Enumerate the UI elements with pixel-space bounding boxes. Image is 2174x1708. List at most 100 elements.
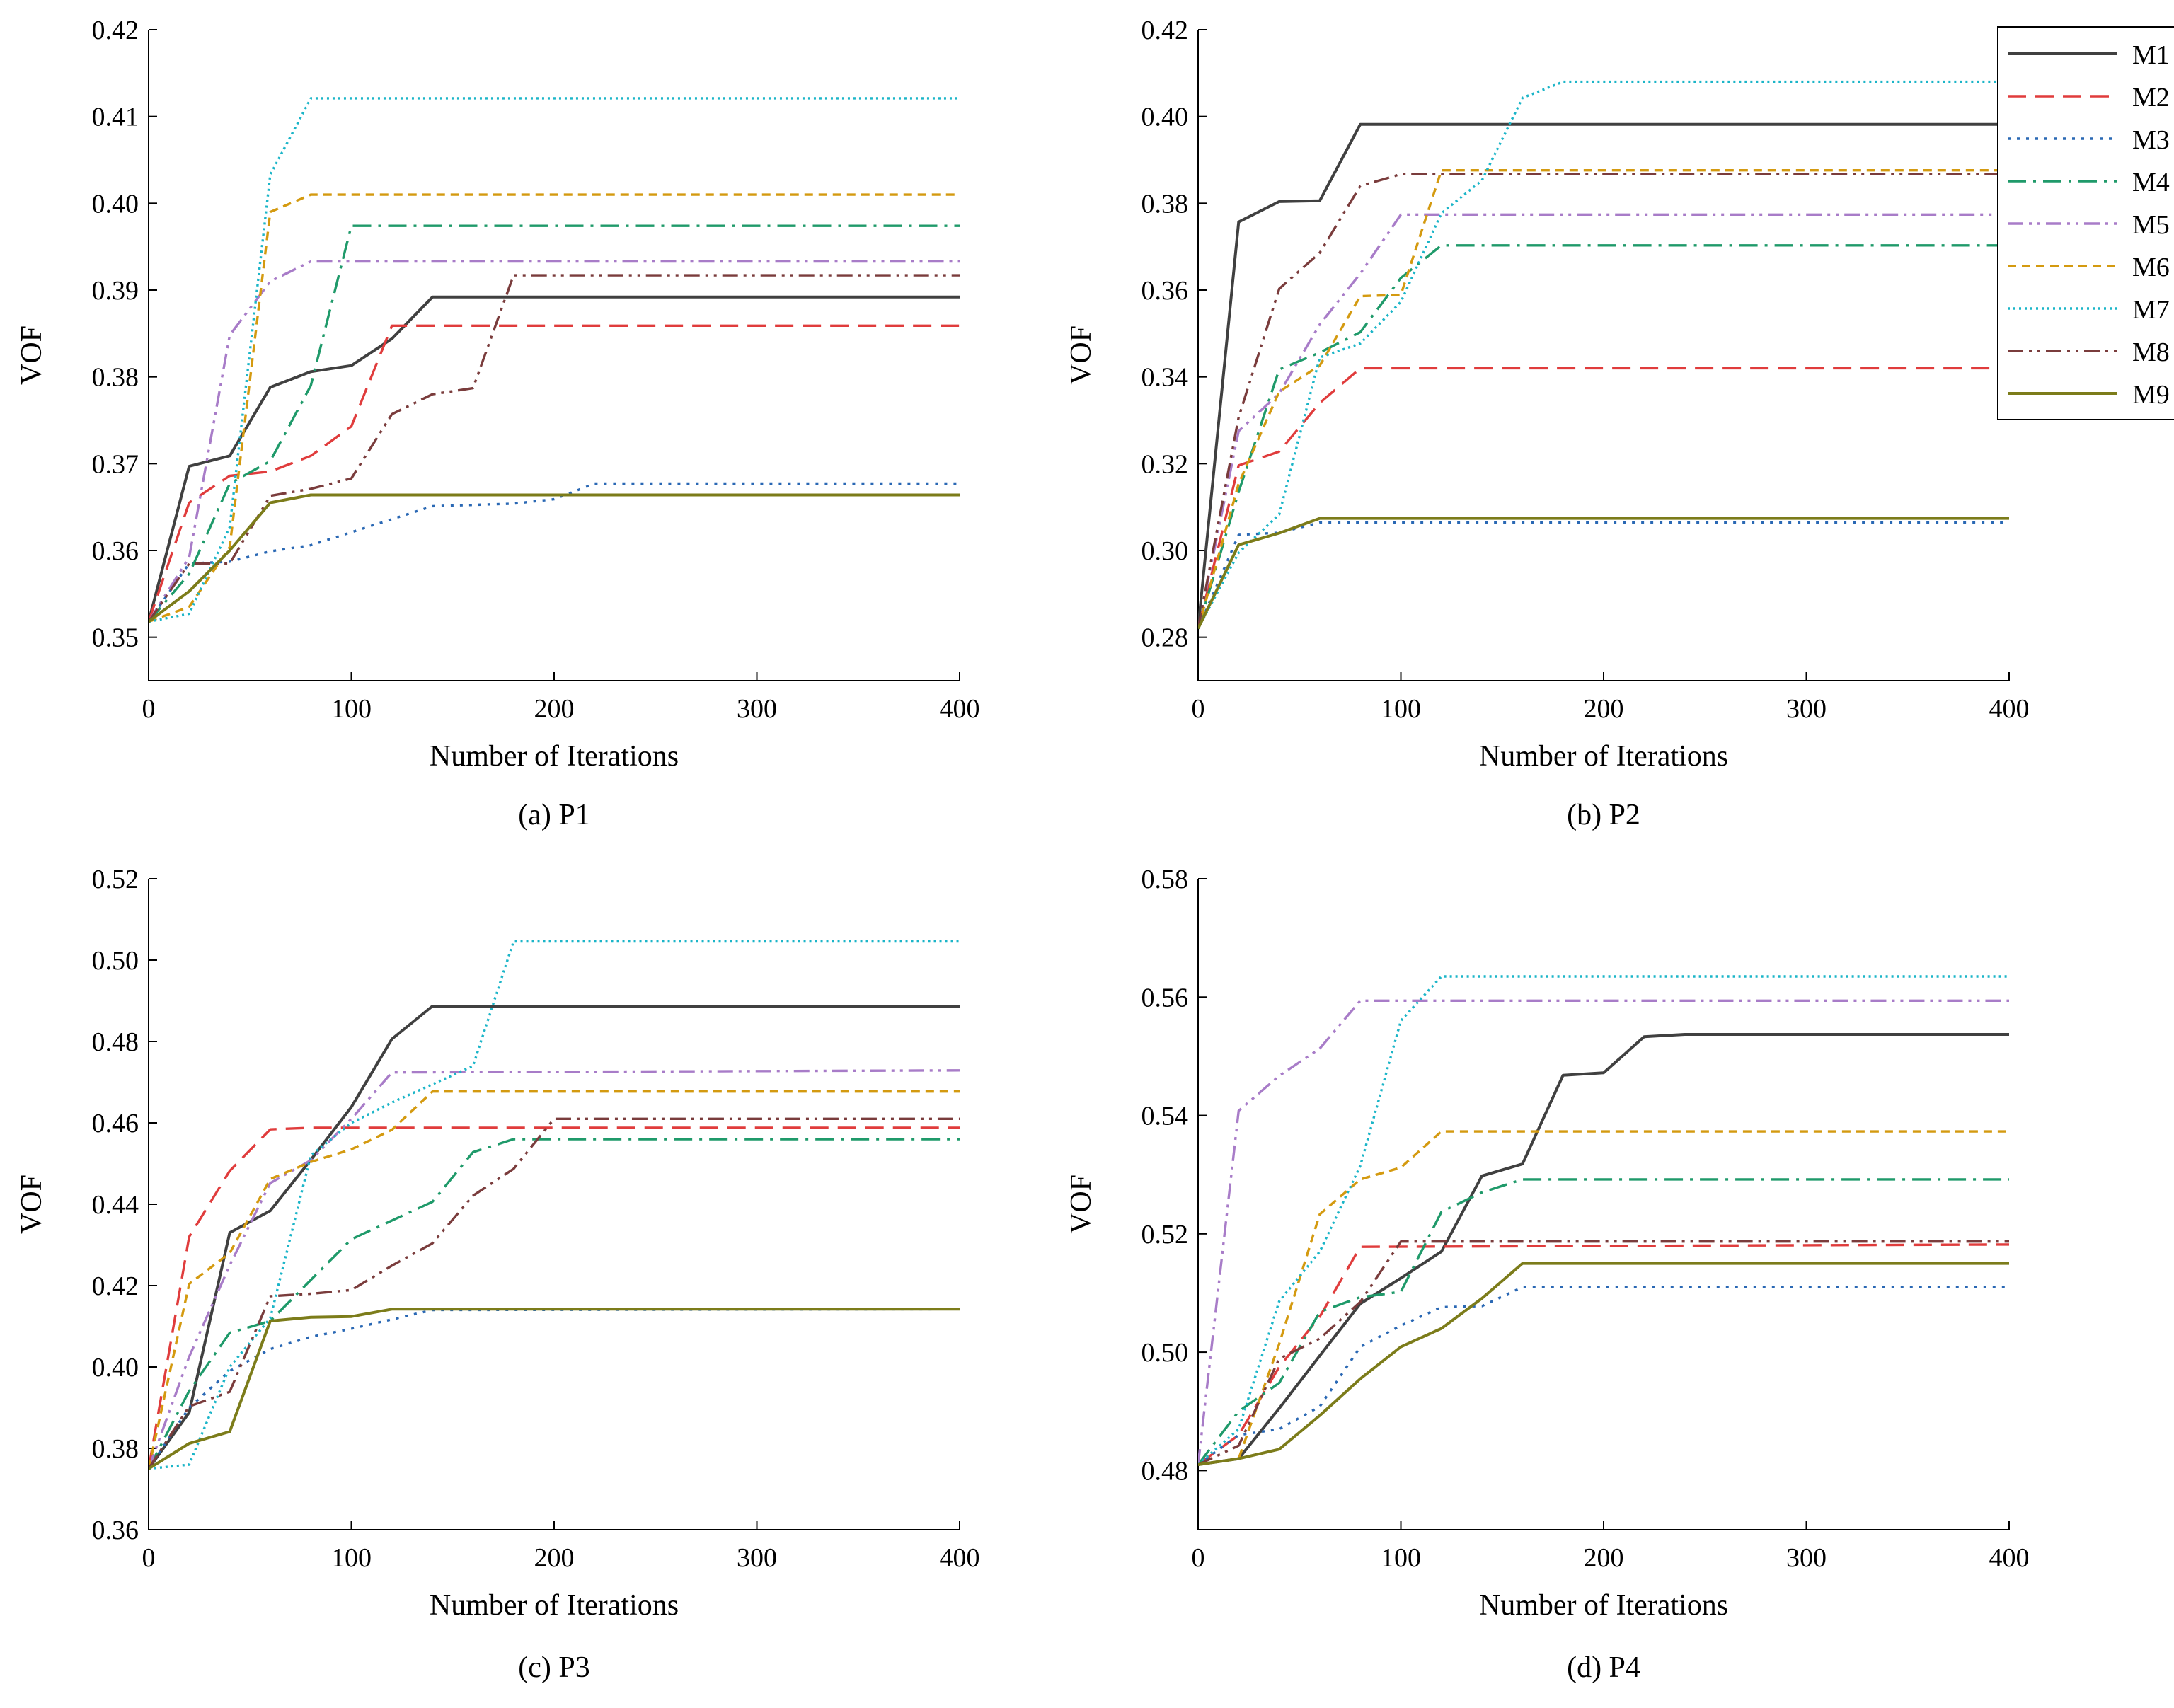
- x-tick-label: 0: [1192, 1543, 1205, 1573]
- y-axis-label: VOF: [16, 1175, 48, 1234]
- x-tick-label: 300: [737, 694, 777, 724]
- series-line-m7: [1198, 975, 2009, 1466]
- x-tick-label: 0: [142, 1543, 156, 1573]
- panel-p1: 0 100 200 300 400 0.35 0.36 0.37 0.38 0.39 0.40 0.4…: [16, 16, 980, 831]
- y-axis-label: VOF: [1065, 1175, 1098, 1234]
- series-line-m4: [149, 224, 960, 623]
- series-line-m1: [149, 295, 960, 623]
- series-line-m7: [149, 97, 960, 623]
- y-tick-label: 0.50: [1141, 1338, 1189, 1368]
- series-line-m1: [149, 1005, 960, 1470]
- y-tick-label: 0.34: [1141, 363, 1189, 393]
- series-line-m4: [1198, 244, 2009, 629]
- legend-label-m5: M5: [2132, 210, 2170, 240]
- y-tick-label: 0.42: [92, 1271, 139, 1301]
- y-tick-label: 0.36: [1141, 276, 1189, 306]
- x-axis-label: Number of Iterations: [1479, 740, 1728, 773]
- series-line-m4: [1198, 1178, 2009, 1466]
- legend-label-m3: M3: [2132, 125, 2170, 155]
- x-tick-label: 0: [142, 694, 156, 724]
- y-tick-label: 0.40: [1141, 103, 1189, 132]
- series-line-m7: [149, 940, 960, 1470]
- x-tick-label: 300: [1786, 1543, 1827, 1573]
- series-line-m9: [149, 493, 960, 623]
- series-line-m3: [149, 1308, 960, 1470]
- panel-caption: (a) P1: [518, 799, 589, 831]
- panel-caption: (d) P4: [1567, 1651, 1640, 1684]
- series-line-m5: [149, 1069, 960, 1470]
- series-line-m5: [1198, 999, 2009, 1465]
- series-line-m1: [1198, 122, 2009, 629]
- y-tick-label: 0.38: [92, 1434, 139, 1464]
- legend-label-m8: M8: [2132, 337, 2170, 367]
- series-line-m5: [1198, 213, 2009, 629]
- series-line-m6: [1198, 1130, 2009, 1466]
- panel-caption: (c) P3: [518, 1651, 589, 1684]
- series-line-m4: [149, 1138, 960, 1470]
- panel-p3: 0 100 200 300 400 0.36 0.38 0.40 0.42 0.44 0.46 0.4…: [16, 865, 980, 1684]
- series-line-m1: [1198, 1033, 2009, 1466]
- x-tick-label: 100: [331, 1543, 372, 1573]
- y-tick-label: 0.38: [92, 363, 139, 393]
- x-tick-label: 200: [1584, 694, 1624, 724]
- y-tick-label: 0.41: [92, 103, 139, 132]
- x-tick-label: 400: [1989, 1543, 2030, 1573]
- series-line-m3: [1198, 521, 2009, 630]
- y-tick-label: 0.40: [92, 1353, 139, 1383]
- series-line-m3: [1198, 1286, 2009, 1466]
- y-tick-label: 0.42: [92, 16, 139, 45]
- series-line-m6: [1198, 168, 2009, 629]
- series-line-m7: [1198, 80, 2009, 630]
- x-tick-label: 400: [940, 1543, 980, 1573]
- x-axis-label: Number of Iterations: [430, 740, 679, 773]
- series-line-m2: [149, 1126, 960, 1470]
- y-tick-label: 0.48: [92, 1027, 139, 1057]
- x-tick-label: 400: [940, 694, 980, 724]
- legend-label-m4: M4: [2132, 168, 2170, 197]
- x-axis-label: Number of Iterations: [430, 1589, 679, 1622]
- y-tick-label: 0.42: [1141, 16, 1189, 45]
- x-tick-label: 300: [737, 1543, 777, 1573]
- y-tick-label: 0.40: [92, 189, 139, 219]
- x-tick-label: 0: [1192, 694, 1205, 724]
- x-tick-label: 300: [1786, 694, 1827, 724]
- y-tick-label: 0.58: [1141, 865, 1189, 894]
- x-tick-label: 200: [534, 1543, 575, 1573]
- y-tick-label: 0.28: [1141, 623, 1189, 653]
- series-line-m9: [149, 1308, 960, 1470]
- y-axis-label: VOF: [16, 325, 48, 385]
- y-tick-label: 0.35: [92, 623, 139, 653]
- series-line-m2: [1198, 1243, 2010, 1466]
- series-line-m9: [1198, 517, 2009, 630]
- y-tick-label: 0.52: [1141, 1220, 1189, 1250]
- y-tick-label: 0.36: [92, 536, 139, 566]
- y-tick-label: 0.54: [1141, 1102, 1189, 1131]
- x-tick-label: 200: [1584, 1543, 1624, 1573]
- y-tick-label: 0.39: [92, 276, 139, 306]
- series-line-m8: [149, 274, 960, 623]
- y-tick-label: 0.50: [92, 946, 139, 976]
- panel-p4: 0 100 200 300 400 0.48 0.50 0.52 0.54 0.56 0.58 Num…: [1065, 865, 2030, 1684]
- x-tick-label: 100: [1381, 1543, 1421, 1573]
- series-line-m8: [1198, 1240, 2009, 1466]
- x-tick-label: 200: [534, 694, 575, 724]
- x-tick-label: 100: [331, 694, 372, 724]
- y-tick-label: 0.30: [1141, 536, 1189, 566]
- y-axis-label: VOF: [1065, 325, 1098, 385]
- series-line-m9: [1198, 1262, 2009, 1466]
- y-tick-label: 0.56: [1141, 983, 1189, 1012]
- legend-label-m1: M1: [2132, 40, 2170, 70]
- series-line-m2: [1198, 367, 2009, 629]
- y-tick-label: 0.32: [1141, 449, 1189, 479]
- y-tick-label: 0.46: [92, 1109, 139, 1138]
- y-tick-label: 0.48: [1141, 1456, 1189, 1486]
- legend-label-m6: M6: [2132, 253, 2170, 282]
- x-tick-label: 400: [1989, 694, 2030, 724]
- series-line-m8: [149, 1117, 960, 1470]
- legend-label-m2: M2: [2132, 83, 2170, 112]
- y-tick-label: 0.44: [92, 1190, 139, 1220]
- legend-label-m7: M7: [2132, 295, 2170, 325]
- y-tick-label: 0.37: [92, 449, 139, 479]
- series-line-m6: [149, 193, 960, 623]
